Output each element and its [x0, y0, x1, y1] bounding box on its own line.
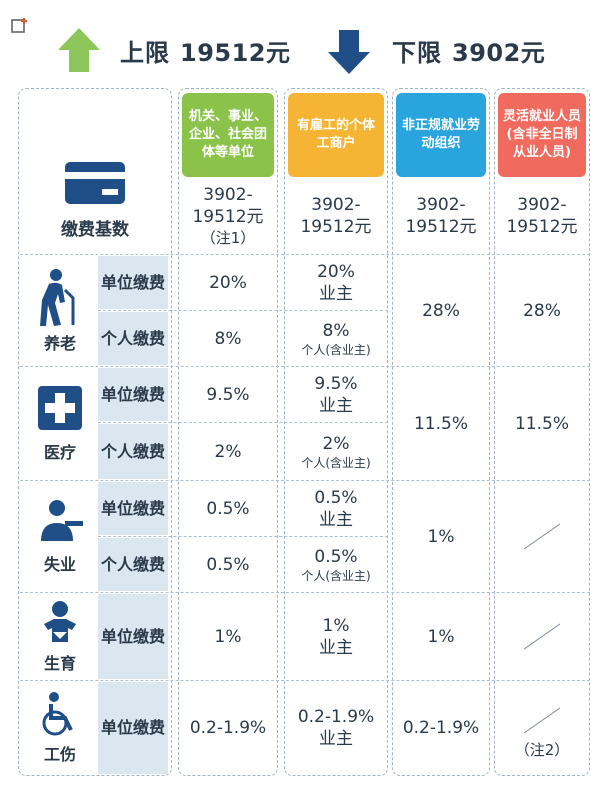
- pension-personal-c2: 8% 个人(含业主): [301, 321, 371, 357]
- column-header-institutions: 机关、事业、企业、社会团体等单位: [182, 93, 274, 177]
- category-pension: 养老: [24, 256, 96, 366]
- upper-limit-label: 上限: [120, 38, 170, 67]
- maternity-unit-label: 单位缴费: [98, 594, 168, 679]
- medical-cross-icon: [38, 386, 82, 430]
- column-header-self-employed: 有雇工的个体工商户: [288, 93, 384, 177]
- column-frame-1: [178, 88, 278, 776]
- sub-row-divider: [98, 536, 388, 537]
- upper-limit: 上限 19512元: [120, 28, 291, 72]
- column-header-flexible: 灵活就业人员(含非全日制从业人员): [498, 93, 586, 177]
- sub-row-divider: [98, 310, 388, 311]
- pension-c4: 28%: [523, 301, 561, 321]
- base-value-3: 3902- 19512元: [405, 195, 477, 237]
- row-divider: [20, 480, 590, 481]
- elderly-icon: [40, 269, 75, 326]
- pension-c3: 28%: [422, 301, 460, 321]
- injury-unit-c2: 0.2-1.9% 业主: [297, 707, 375, 749]
- base-label-text: 缴费基数: [61, 219, 129, 240]
- lower-limit-label: 下限: [392, 38, 442, 67]
- row-divider: [20, 254, 590, 255]
- row-divider: [20, 366, 590, 367]
- column-frame-3: [392, 88, 490, 776]
- medical-unit-label: 单位缴费: [98, 368, 168, 421]
- unemp-unit-label: 单位缴费: [98, 482, 168, 535]
- maternity-unit-c3: 1%: [427, 627, 455, 647]
- unemp-personal-c2: 0.5% 个人(含业主): [301, 547, 371, 583]
- category-medical-name: 医疗: [43, 443, 76, 462]
- unemp-c3: 1%: [427, 527, 455, 547]
- medical-unit-c2: 9.5% 业主: [314, 374, 358, 416]
- category-pension-name: 养老: [43, 334, 76, 353]
- base-value-2: 3902- 19512元: [300, 195, 372, 237]
- maternity-unit-c1: 1%: [214, 627, 242, 647]
- down-arrow-icon: [328, 30, 370, 74]
- medical-c4: 11.5%: [514, 414, 569, 434]
- baby-icon: [44, 601, 76, 642]
- unemployed-icon: [41, 500, 83, 541]
- maternity-unit-c2: 1% 业主: [319, 616, 353, 658]
- lower-limit: 下限 3902元: [392, 28, 545, 72]
- pension-unit-label: 单位缴费: [98, 256, 168, 309]
- base-value-1: 3902- 19512元 （注1）: [192, 185, 264, 247]
- injury-unit-c1: 0.2-1.9%: [189, 718, 267, 738]
- base-value-4: 3902- 19512元: [506, 195, 578, 237]
- column-frame-2: [284, 88, 388, 776]
- row-divider: [20, 680, 590, 681]
- corner-logo-icon: [11, 18, 27, 33]
- category-maternity: 生育: [24, 594, 96, 680]
- category-unemployment-name: 失业: [43, 555, 76, 574]
- column-header-informal-org: 非正规就业劳动组织: [396, 93, 486, 177]
- pension-personal-label: 个人缴费: [98, 312, 168, 365]
- lower-limit-value: 3902元: [452, 38, 546, 67]
- medical-unit-c1: 9.5%: [206, 385, 250, 405]
- pension-unit-c2: 20% 业主: [317, 262, 355, 304]
- base-row-label: 缴费基数: [24, 150, 166, 250]
- pension-personal-c1: 8%: [214, 329, 242, 349]
- medical-c3: 11.5%: [413, 414, 468, 434]
- unemp-unit-c2: 0.5% 业主: [314, 488, 358, 530]
- category-medical: 医疗: [24, 368, 96, 480]
- unemp-personal-label: 个人缴费: [98, 538, 168, 591]
- medical-personal-c2: 2% 个人(含业主): [301, 434, 371, 470]
- column-frame-4: [494, 88, 590, 776]
- category-unemployment: 失业: [24, 482, 96, 592]
- card-icon: [65, 161, 125, 204]
- up-arrow-icon: [58, 28, 100, 72]
- medical-personal-c1: 2%: [214, 442, 242, 462]
- category-injury: 工伤: [24, 682, 96, 774]
- unemp-personal-c1: 0.5%: [206, 555, 250, 575]
- injury-unit-c3: 0.2-1.9%: [402, 718, 480, 738]
- upper-limit-value: 19512元: [180, 38, 291, 67]
- wheelchair-icon: [42, 692, 73, 736]
- row-divider: [20, 592, 590, 593]
- unemp-unit-c1: 0.5%: [206, 499, 250, 519]
- category-injury-name: 工伤: [43, 745, 76, 764]
- injury-note-c4: （注2）: [514, 741, 570, 759]
- category-maternity-name: 生育: [43, 654, 76, 673]
- sub-row-divider: [98, 422, 388, 423]
- medical-personal-label: 个人缴费: [98, 424, 168, 479]
- injury-unit-label: 单位缴费: [98, 682, 168, 774]
- pension-unit-c1: 20%: [209, 273, 247, 293]
